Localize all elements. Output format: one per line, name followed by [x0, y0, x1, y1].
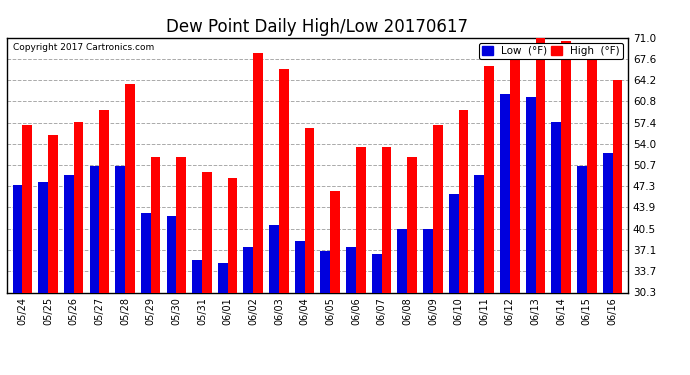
Bar: [218, 263, 228, 292]
Bar: [484, 66, 494, 292]
Bar: [228, 178, 237, 292]
Bar: [253, 53, 263, 292]
Bar: [166, 216, 176, 292]
Bar: [475, 176, 484, 292]
Bar: [407, 156, 417, 292]
Bar: [500, 94, 510, 292]
Bar: [22, 125, 32, 292]
Bar: [99, 110, 109, 292]
Bar: [150, 156, 160, 292]
Bar: [535, 38, 545, 292]
Bar: [459, 110, 469, 292]
Bar: [202, 172, 212, 292]
Bar: [115, 166, 125, 292]
Bar: [372, 254, 382, 292]
Bar: [269, 225, 279, 292]
Bar: [551, 122, 561, 292]
Bar: [356, 147, 366, 292]
Bar: [295, 241, 304, 292]
Bar: [382, 147, 391, 292]
Bar: [74, 122, 83, 292]
Bar: [331, 191, 340, 292]
Bar: [193, 260, 202, 292]
Bar: [125, 84, 135, 292]
Title: Dew Point Daily High/Low 20170617: Dew Point Daily High/Low 20170617: [166, 18, 469, 36]
Bar: [12, 185, 22, 292]
Bar: [279, 69, 288, 292]
Bar: [64, 176, 74, 292]
Bar: [397, 229, 407, 292]
Bar: [90, 166, 99, 292]
Bar: [176, 156, 186, 292]
Bar: [603, 153, 613, 292]
Bar: [48, 135, 58, 292]
Bar: [586, 56, 597, 292]
Bar: [320, 251, 331, 292]
Bar: [141, 213, 150, 292]
Legend: Low  (°F), High  (°F): Low (°F), High (°F): [479, 43, 622, 59]
Bar: [613, 80, 622, 292]
Bar: [346, 248, 356, 292]
Bar: [526, 97, 535, 292]
Bar: [423, 229, 433, 292]
Bar: [433, 125, 442, 292]
Text: Copyright 2017 Cartronics.com: Copyright 2017 Cartronics.com: [13, 43, 155, 52]
Bar: [510, 47, 520, 292]
Bar: [38, 182, 48, 292]
Bar: [244, 248, 253, 292]
Bar: [561, 40, 571, 292]
Bar: [577, 166, 586, 292]
Bar: [304, 128, 315, 292]
Bar: [448, 194, 459, 292]
